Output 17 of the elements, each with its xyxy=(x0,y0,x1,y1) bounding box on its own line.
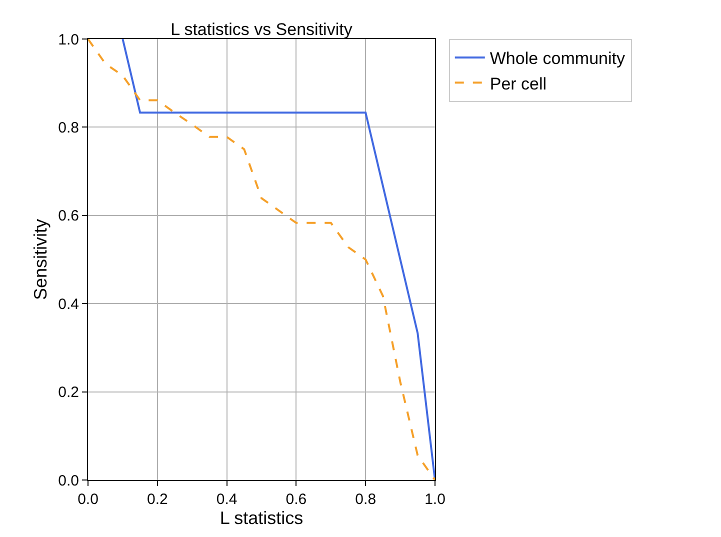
x-tick-label: 0.0 xyxy=(78,491,98,508)
y-tick-label: 0.8 xyxy=(58,119,79,136)
x-tick-label: 0.2 xyxy=(146,491,168,508)
legend-label: Whole community xyxy=(490,49,626,68)
x-tick-label: 0.4 xyxy=(216,491,238,508)
y-tick-label: 0.2 xyxy=(58,384,79,402)
y-tick-label: 0.0 xyxy=(58,472,79,490)
y-tick-label: 1.0 xyxy=(58,31,79,48)
x-tick-label: 0.8 xyxy=(355,491,376,508)
x-tick-label: 0.6 xyxy=(286,491,307,508)
y-axis-title: Sensitivity xyxy=(30,218,50,300)
x-axis-title: L statistics xyxy=(220,508,304,528)
legend-label: Per cell xyxy=(490,74,547,94)
y-tick-label: 0.6 xyxy=(58,208,79,225)
y-tick-label: 0.4 xyxy=(58,296,79,313)
x-tick-label: 1.0 xyxy=(424,491,446,508)
chart-title: L statistics vs Sensitivity xyxy=(170,20,353,39)
